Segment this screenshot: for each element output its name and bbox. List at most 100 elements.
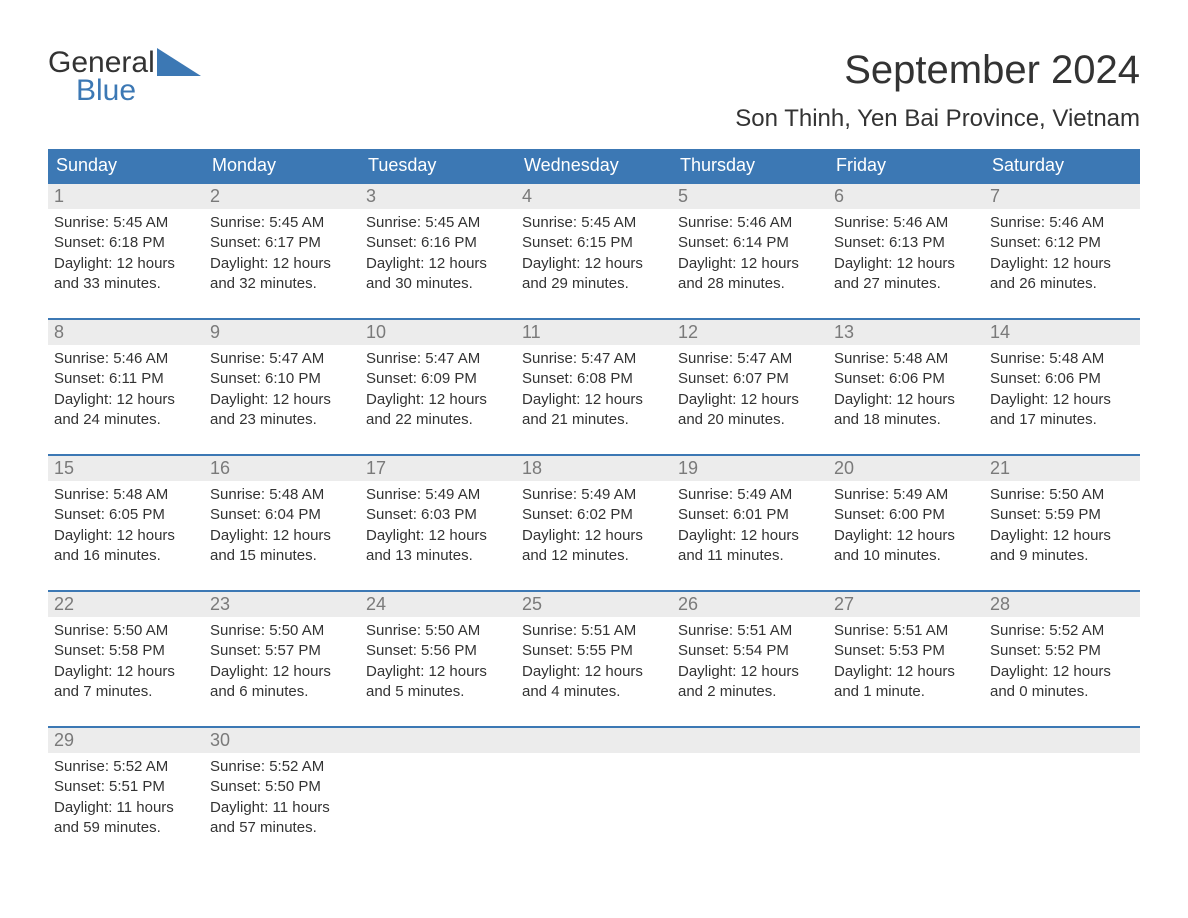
title-block: September 2024 Son Thinh, Yen Bai Provin…: [735, 48, 1140, 133]
day-cell: 4Sunrise: 5:45 AMSunset: 6:15 PMDaylight…: [516, 184, 672, 300]
d2-line: and 57 minutes.: [210, 818, 354, 838]
day-cell: 5Sunrise: 5:46 AMSunset: 6:14 PMDaylight…: [672, 184, 828, 300]
day-number: 6: [828, 184, 984, 209]
day-number: 8: [48, 320, 204, 345]
day-cell: 13Sunrise: 5:48 AMSunset: 6:06 PMDayligh…: [828, 320, 984, 436]
day-number: 15: [48, 456, 204, 481]
week-row: 8Sunrise: 5:46 AMSunset: 6:11 PMDaylight…: [48, 318, 1140, 436]
day-cell: 8Sunrise: 5:46 AMSunset: 6:11 PMDaylight…: [48, 320, 204, 436]
sunset-line: Sunset: 6:02 PM: [522, 505, 666, 525]
sunset-line: Sunset: 5:53 PM: [834, 641, 978, 661]
sunset-line: Sunset: 6:13 PM: [834, 233, 978, 253]
sunset-line: Sunset: 6:16 PM: [366, 233, 510, 253]
sunset-line: Sunset: 6:17 PM: [210, 233, 354, 253]
d2-line: and 22 minutes.: [366, 410, 510, 430]
sunrise-line: Sunrise: 5:47 AM: [678, 349, 822, 369]
day-body: Sunrise: 5:52 AMSunset: 5:50 PMDaylight:…: [204, 753, 360, 844]
d2-line: and 26 minutes.: [990, 274, 1134, 294]
d2-line: and 10 minutes.: [834, 546, 978, 566]
d2-line: and 32 minutes.: [210, 274, 354, 294]
d1-line: Daylight: 12 hours: [834, 662, 978, 682]
d2-line: and 13 minutes.: [366, 546, 510, 566]
day-body: Sunrise: 5:50 AMSunset: 5:58 PMDaylight:…: [48, 617, 204, 708]
day-body: Sunrise: 5:51 AMSunset: 5:54 PMDaylight:…: [672, 617, 828, 708]
week-row: 22Sunrise: 5:50 AMSunset: 5:58 PMDayligh…: [48, 590, 1140, 708]
weekday-header: Sunday Monday Tuesday Wednesday Thursday…: [48, 149, 1140, 182]
day-body: Sunrise: 5:49 AMSunset: 6:03 PMDaylight:…: [360, 481, 516, 572]
sunset-line: Sunset: 6:05 PM: [54, 505, 198, 525]
day-cell: 7Sunrise: 5:46 AMSunset: 6:12 PMDaylight…: [984, 184, 1140, 300]
d1-line: Daylight: 11 hours: [54, 798, 198, 818]
sunset-line: Sunset: 5:50 PM: [210, 777, 354, 797]
day-cell: 17Sunrise: 5:49 AMSunset: 6:03 PMDayligh…: [360, 456, 516, 572]
day-body: Sunrise: 5:48 AMSunset: 6:06 PMDaylight:…: [984, 345, 1140, 436]
d1-line: Daylight: 12 hours: [210, 254, 354, 274]
day-number: 26: [672, 592, 828, 617]
d2-line: and 4 minutes.: [522, 682, 666, 702]
sunset-line: Sunset: 5:57 PM: [210, 641, 354, 661]
d2-line: and 59 minutes.: [54, 818, 198, 838]
day-number: 12: [672, 320, 828, 345]
day-cell: 23Sunrise: 5:50 AMSunset: 5:57 PMDayligh…: [204, 592, 360, 708]
sunrise-line: Sunrise: 5:51 AM: [834, 621, 978, 641]
sunrise-line: Sunrise: 5:46 AM: [54, 349, 198, 369]
day-cell: .: [672, 728, 828, 844]
sunset-line: Sunset: 6:09 PM: [366, 369, 510, 389]
sail-icon: [157, 48, 201, 76]
d1-line: Daylight: 12 hours: [990, 390, 1134, 410]
sunset-line: Sunset: 5:52 PM: [990, 641, 1134, 661]
sunrise-line: Sunrise: 5:47 AM: [366, 349, 510, 369]
day-body: Sunrise: 5:46 AMSunset: 6:13 PMDaylight:…: [828, 209, 984, 300]
logo-text: General Blue: [48, 48, 155, 106]
d1-line: Daylight: 12 hours: [522, 390, 666, 410]
day-number: 11: [516, 320, 672, 345]
sunrise-line: Sunrise: 5:50 AM: [210, 621, 354, 641]
sunset-line: Sunset: 6:00 PM: [834, 505, 978, 525]
day-cell: 15Sunrise: 5:48 AMSunset: 6:05 PMDayligh…: [48, 456, 204, 572]
day-cell: 11Sunrise: 5:47 AMSunset: 6:08 PMDayligh…: [516, 320, 672, 436]
day-body: Sunrise: 5:45 AMSunset: 6:17 PMDaylight:…: [204, 209, 360, 300]
day-body: Sunrise: 5:47 AMSunset: 6:08 PMDaylight:…: [516, 345, 672, 436]
sunset-line: Sunset: 6:15 PM: [522, 233, 666, 253]
day-body: Sunrise: 5:51 AMSunset: 5:53 PMDaylight:…: [828, 617, 984, 708]
day-number: 14: [984, 320, 1140, 345]
d2-line: and 15 minutes.: [210, 546, 354, 566]
day-number: .: [828, 728, 984, 753]
sunrise-line: Sunrise: 5:50 AM: [54, 621, 198, 641]
d2-line: and 28 minutes.: [678, 274, 822, 294]
d2-line: and 30 minutes.: [366, 274, 510, 294]
d2-line: and 24 minutes.: [54, 410, 198, 430]
weekday-label: Friday: [828, 149, 984, 182]
day-body: Sunrise: 5:50 AMSunset: 5:59 PMDaylight:…: [984, 481, 1140, 572]
day-number: 13: [828, 320, 984, 345]
d1-line: Daylight: 12 hours: [210, 662, 354, 682]
d1-line: Daylight: 12 hours: [990, 254, 1134, 274]
day-number: 10: [360, 320, 516, 345]
d1-line: Daylight: 12 hours: [678, 526, 822, 546]
day-cell: 2Sunrise: 5:45 AMSunset: 6:17 PMDaylight…: [204, 184, 360, 300]
page-title: September 2024: [735, 48, 1140, 93]
sunset-line: Sunset: 6:04 PM: [210, 505, 354, 525]
d2-line: and 29 minutes.: [522, 274, 666, 294]
sunrise-line: Sunrise: 5:51 AM: [678, 621, 822, 641]
d1-line: Daylight: 12 hours: [210, 526, 354, 546]
d2-line: and 5 minutes.: [366, 682, 510, 702]
day-body: Sunrise: 5:45 AMSunset: 6:16 PMDaylight:…: [360, 209, 516, 300]
d1-line: Daylight: 12 hours: [990, 526, 1134, 546]
day-cell: 9Sunrise: 5:47 AMSunset: 6:10 PMDaylight…: [204, 320, 360, 436]
d1-line: Daylight: 12 hours: [834, 254, 978, 274]
sunrise-line: Sunrise: 5:52 AM: [210, 757, 354, 777]
sunrise-line: Sunrise: 5:51 AM: [522, 621, 666, 641]
d1-line: Daylight: 12 hours: [678, 254, 822, 274]
d2-line: and 1 minute.: [834, 682, 978, 702]
sunrise-line: Sunrise: 5:49 AM: [522, 485, 666, 505]
sunrise-line: Sunrise: 5:49 AM: [834, 485, 978, 505]
d2-line: and 0 minutes.: [990, 682, 1134, 702]
day-cell: 29Sunrise: 5:52 AMSunset: 5:51 PMDayligh…: [48, 728, 204, 844]
d1-line: Daylight: 12 hours: [54, 662, 198, 682]
d1-line: Daylight: 12 hours: [366, 390, 510, 410]
d1-line: Daylight: 12 hours: [54, 526, 198, 546]
d1-line: Daylight: 12 hours: [678, 662, 822, 682]
day-number: 2: [204, 184, 360, 209]
day-number: 28: [984, 592, 1140, 617]
